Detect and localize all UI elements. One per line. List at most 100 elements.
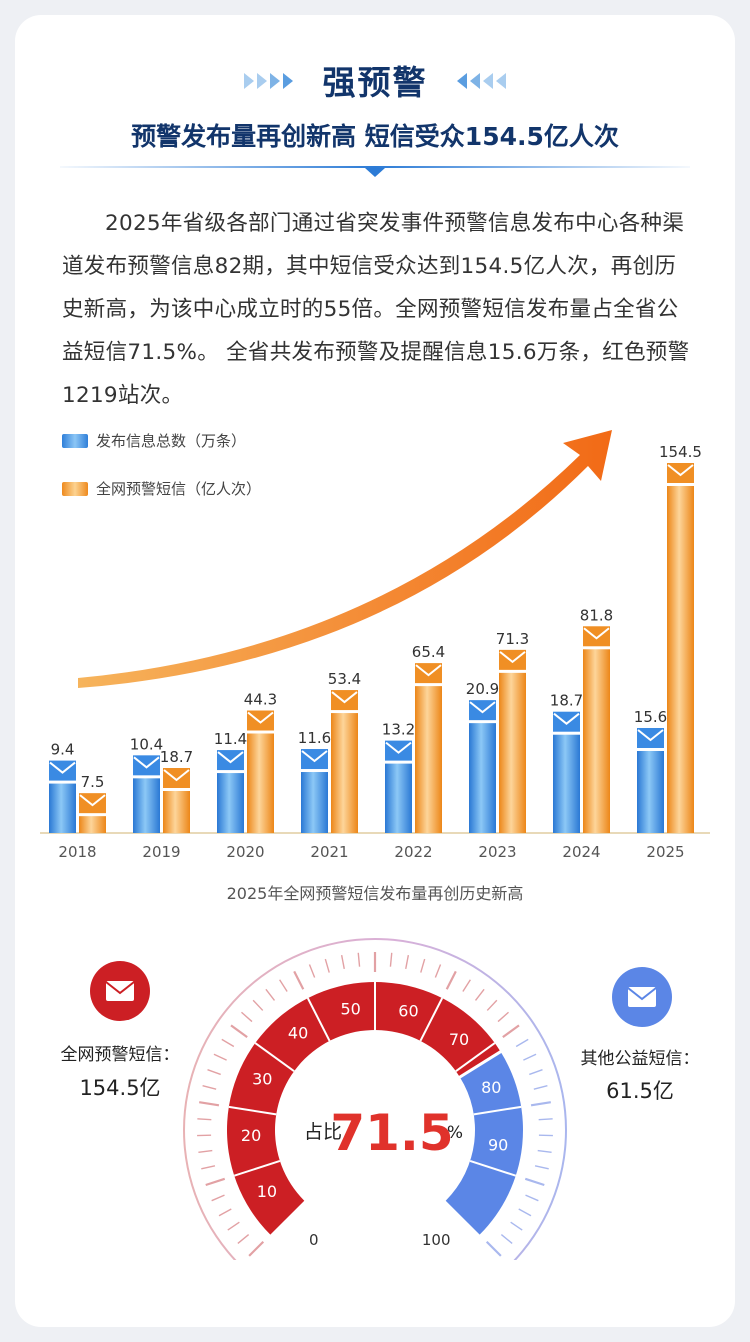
gauge-tick [213,1053,227,1061]
gauge-max-label: 100 [422,1231,451,1249]
gauge-tick-label: 40 [288,1024,308,1043]
envelope-icon [79,793,106,814]
bar-blue [49,783,76,833]
gauge-tick-label: 20 [241,1126,261,1145]
gauge-tick [237,1233,250,1245]
envelope-icon [49,760,76,781]
x-tick-label: 2019 [142,843,180,861]
envelope-icon [553,711,580,732]
gauge-tick [537,1149,552,1154]
envelope-icon [163,768,190,789]
legend-item-blue: 发布信息总数（万条） [62,430,246,451]
bar-blue [217,773,244,833]
gauge-tick [445,970,457,990]
legend-item-orange: 全网预警短信（亿人次） [62,478,261,499]
gauge-tick [515,1038,529,1048]
bar-blue [553,734,580,833]
envelope-icon [301,749,328,770]
gauge-tick [293,970,305,990]
bar-blue [469,723,496,833]
gauge-tick [221,1038,235,1048]
gauge-separator [469,1159,517,1177]
gauge-tick [524,1177,545,1187]
gauge-tick [420,958,426,973]
gauge-tick [518,1208,532,1217]
gauge-unit: % [447,1123,463,1143]
page-subtitle: 预警发布量再创新高 短信受众154.5亿人次 [131,122,619,151]
gauge-fill-red [226,981,501,1235]
gauge-tick-label: 80 [481,1078,501,1097]
data-label-blue: 11.4 [214,730,247,748]
gauge-tick [199,1101,220,1107]
gauge-tick-label: 60 [398,1002,418,1021]
gauge-tick [502,1024,520,1039]
data-label-blue: 10.4 [130,735,163,753]
summary-paragraph: 2025年省级各部门通过省突发事件预警信息发布中心各种渠道发布预警信息82期，其… [62,211,690,408]
data-label-blue: 13.2 [382,721,415,739]
envelope-icon [331,690,358,711]
bar-orange [583,649,610,833]
gauge-tick [510,1221,523,1231]
gauge-separator [233,1159,281,1177]
gauge-tick [211,1194,225,1202]
x-tick-label: 2023 [478,843,516,861]
x-tick-label: 2020 [226,843,264,861]
right-mail-badge [612,967,672,1027]
data-label-orange: 18.7 [160,748,193,766]
gauge-tick-label: 90 [488,1135,508,1154]
gauge-separator [419,997,444,1042]
envelope-icon [627,987,657,1007]
envelope-icon [667,463,694,483]
gauge-tick [500,1233,513,1245]
legend-swatch-orange [62,481,88,496]
gauge-tick [538,1118,553,1121]
gauge-tick [485,1240,502,1257]
bar-orange [667,486,694,833]
gauge-tick [230,1024,248,1039]
x-tick-label: 2024 [562,843,600,861]
page-title: 强预警 [322,63,428,102]
envelope-icon [105,981,135,1001]
bar-orange [331,713,358,833]
gauge-tick [462,979,471,992]
legend-label-orange: 全网预警短信（亿人次） [96,480,262,498]
data-label-orange: 53.4 [328,670,361,688]
gauge-tick [525,1194,539,1202]
envelope-icon [583,626,610,647]
x-tick-label: 2018 [58,843,96,861]
gauge-tick-label: 30 [252,1069,272,1088]
gauge-tick [252,999,264,1011]
bar-orange [415,686,442,833]
gauge-tick [265,988,276,1001]
gauge-tick [529,1069,543,1076]
gauge-tick [434,964,442,978]
gauge-separator [228,1105,277,1116]
legend-swatch-blue [62,433,88,448]
legend-label-blue: 发布信息总数（万条） [96,432,247,450]
bar-orange [163,791,190,833]
gauge-tick-label: 70 [449,1030,469,1049]
gauge-fill-blue [445,1051,523,1235]
gauge-tick [389,952,393,967]
left-label: 全网预警短信： [60,1045,180,1065]
subtitle-divider [60,166,690,177]
gauge-tick [202,1085,217,1090]
envelope-icon [637,728,664,748]
gauge-separator [473,1105,522,1116]
envelope-icon [499,649,526,670]
gauge-tick [340,955,345,970]
gauge-min-label: 0 [309,1231,319,1249]
gauge-separator [306,997,331,1042]
gauge-tick [248,1240,265,1257]
envelope-icon [385,740,412,761]
envelope-icon [415,663,442,684]
gauge-tick [405,955,410,970]
bar-blue [385,763,412,833]
gauge-tick [198,1149,213,1154]
gauge-tick [279,979,288,992]
gauge-pointer [457,1048,505,1080]
data-label-orange: 154.5 [659,443,702,461]
bar-blue [637,751,664,833]
data-label-orange: 44.3 [244,691,277,709]
right-value: 61.5亿 [606,1079,674,1103]
